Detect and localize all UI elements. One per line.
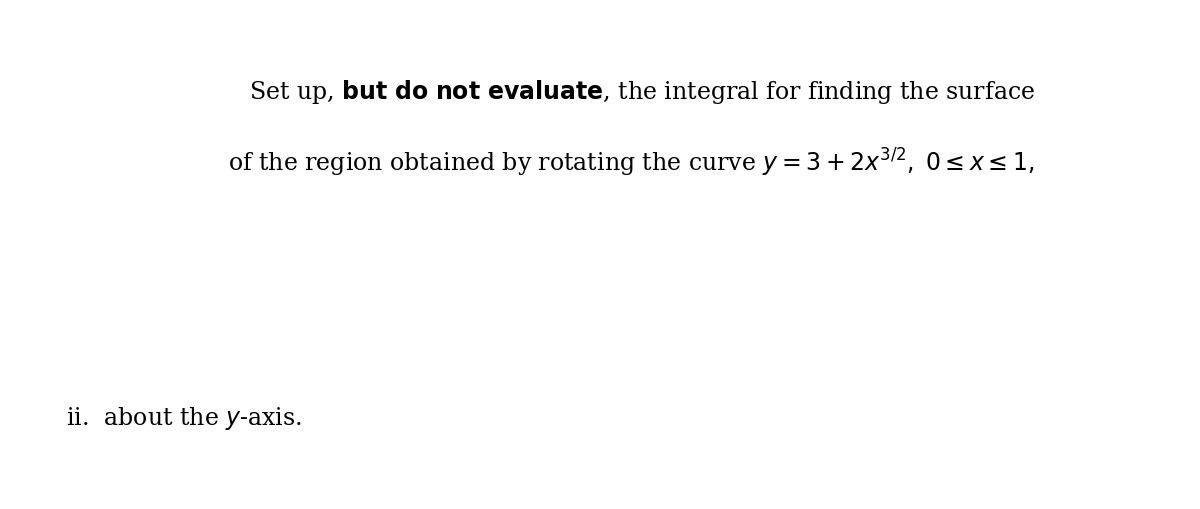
Text: Set up, $\mathbf{but\ do\ not\ evaluate}$, the integral for finding the surface: Set up, $\mathbf{but\ do\ not\ evaluate}… <box>248 78 1036 105</box>
Text: of the region obtained by rotating the curve $y = 3 + 2x^{3/2},\; 0 \leq x \leq : of the region obtained by rotating the c… <box>228 147 1034 179</box>
Text: ii.  about the $y$-axis.: ii. about the $y$-axis. <box>66 404 302 431</box>
